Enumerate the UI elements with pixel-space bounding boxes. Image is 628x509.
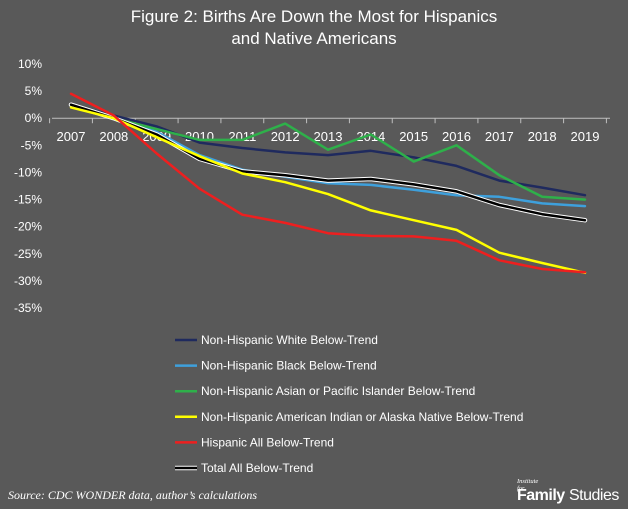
- y-tick-label: 5%: [25, 84, 43, 98]
- institute-logo: Institute for Family Studies: [515, 478, 625, 506]
- x-tick-label: 2018: [528, 129, 557, 144]
- legend-label: Non-Hispanic Black Below-Trend: [201, 359, 377, 373]
- y-tick-label: 10%: [18, 57, 42, 71]
- x-tick-label: 2016: [442, 129, 471, 144]
- logo-family-text: Family: [517, 487, 565, 505]
- legend-label: Non-Hispanic White Below-Trend: [201, 333, 378, 347]
- y-tick-label: -25%: [14, 247, 42, 261]
- x-tick-label: 2008: [99, 129, 128, 144]
- logo-studies-text: Studies: [569, 487, 619, 505]
- legend-label: Non-Hispanic American Indian or Alaska N…: [201, 410, 523, 424]
- y-tick-label: -30%: [14, 274, 42, 288]
- source-note: Source: CDC WONDER data, author’s calcul…: [8, 488, 257, 503]
- series-line: [71, 105, 585, 200]
- series-line: [71, 105, 585, 221]
- x-tick-label: 2013: [314, 129, 343, 144]
- y-tick-label: 0%: [25, 111, 43, 125]
- legend-label: Total All Below-Trend: [201, 461, 313, 475]
- x-tick-label: 2012: [271, 129, 300, 144]
- y-tick-label: -15%: [14, 193, 42, 207]
- series-line-outline: [71, 105, 585, 221]
- x-tick-label: 2019: [571, 129, 600, 144]
- x-tick-label: 2017: [485, 129, 514, 144]
- y-tick-label: -10%: [14, 165, 42, 179]
- x-tick-label: 2015: [399, 129, 428, 144]
- y-tick-label: -5%: [21, 138, 43, 152]
- line-chart: 10% 5% 0% -5% -10% -15% -20% -25% -30% -35% 2007 20…: [0, 0, 628, 509]
- y-tick-label: -20%: [14, 220, 42, 234]
- y-tick-label: -35%: [14, 301, 42, 315]
- x-tick-label: 2007: [57, 129, 86, 144]
- legend-label: Hispanic All Below-Trend: [201, 435, 334, 449]
- legend-label: Non-Hispanic Asian or Pacific Islander B…: [201, 384, 475, 398]
